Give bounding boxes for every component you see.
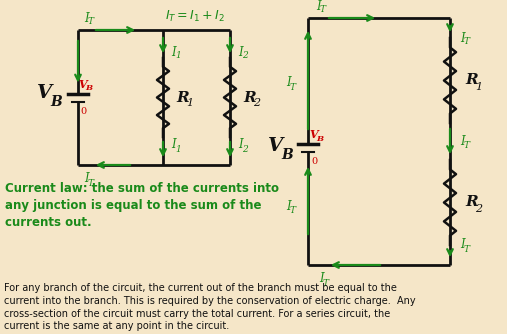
Text: I: I — [171, 45, 175, 58]
Text: Current law: the sum of the currents into
any junction is equal to the sum of th: Current law: the sum of the currents int… — [5, 182, 279, 229]
Text: I: I — [238, 139, 242, 152]
Text: T: T — [290, 82, 296, 92]
Text: R: R — [176, 91, 189, 105]
Text: 2: 2 — [242, 145, 248, 154]
Text: For any branch of the circuit, the current out of the branch must be equal to th: For any branch of the circuit, the curre… — [4, 283, 416, 331]
Text: 0: 0 — [80, 107, 86, 116]
Text: 1: 1 — [187, 99, 194, 109]
Text: B: B — [316, 135, 323, 143]
Text: I: I — [171, 139, 175, 152]
Text: I: I — [460, 238, 464, 252]
Text: 1: 1 — [476, 81, 483, 92]
Text: 2: 2 — [476, 203, 483, 213]
Text: T: T — [464, 141, 470, 150]
Text: I: I — [460, 31, 464, 44]
Text: I: I — [84, 11, 88, 24]
Text: B: B — [281, 148, 293, 162]
Text: 2: 2 — [254, 99, 261, 109]
Text: I: I — [238, 45, 242, 58]
Text: 1: 1 — [175, 145, 181, 154]
Text: I: I — [460, 135, 464, 148]
Text: 0: 0 — [311, 158, 317, 167]
Text: 2: 2 — [242, 51, 248, 60]
Text: T: T — [323, 279, 329, 288]
Text: I: I — [285, 76, 291, 90]
Text: V: V — [268, 137, 283, 155]
Text: T: T — [464, 37, 470, 46]
Text: I: I — [84, 172, 88, 185]
Text: V: V — [38, 85, 53, 103]
Text: R: R — [466, 73, 478, 88]
Text: V: V — [310, 130, 318, 141]
Text: T: T — [88, 17, 94, 26]
Text: I: I — [285, 200, 291, 213]
Text: T: T — [464, 244, 470, 254]
Text: $I_T = I_1 + I_2$: $I_T = I_1 + I_2$ — [165, 8, 225, 24]
Text: I: I — [316, 0, 320, 12]
Text: B: B — [50, 96, 62, 110]
Text: R: R — [466, 195, 478, 209]
Text: B: B — [86, 85, 93, 93]
Text: 1: 1 — [175, 51, 181, 60]
Text: T: T — [88, 178, 94, 187]
Text: I: I — [319, 273, 323, 286]
Text: R: R — [244, 91, 257, 105]
Text: V: V — [79, 79, 87, 90]
Text: T: T — [320, 5, 326, 14]
Text: T: T — [290, 206, 296, 215]
